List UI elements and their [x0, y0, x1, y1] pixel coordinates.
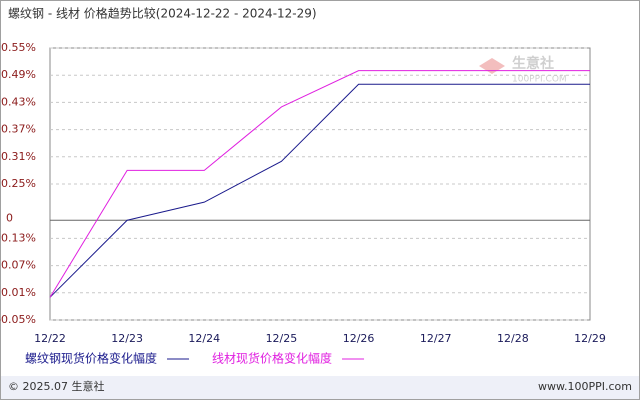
footer-left: © 2025.07 生意社	[8, 379, 104, 393]
x-tick-label: 12/27	[420, 332, 452, 345]
watermark-logo	[479, 58, 505, 74]
y-tick-label: 0.01%	[1, 286, 36, 299]
y-tick-label: -0.05%	[0, 313, 36, 326]
zero-label: 0	[6, 211, 13, 224]
y-tick-label: 0.49%	[1, 68, 36, 81]
legend-label: 线材现货价格变化幅度	[212, 351, 332, 366]
footer-bar	[1, 376, 639, 399]
y-tick-label: 0.37%	[1, 123, 36, 136]
watermark-text: 100PPI.COM	[512, 75, 567, 85]
x-tick-label: 12/22	[34, 332, 66, 345]
x-tick-label: 12/24	[188, 332, 220, 345]
x-tick-label: 12/25	[266, 332, 298, 345]
x-tick-label: 12/28	[497, 332, 529, 345]
y-tick-label: 0.55%	[1, 41, 36, 54]
legend-label: 螺纹钢现货价格变化幅度	[25, 351, 157, 366]
y-tick-label: 0.13%	[1, 231, 36, 244]
x-tick-label: 12/26	[343, 332, 375, 345]
y-tick-label: 0.31%	[1, 150, 36, 163]
watermark: 生意社 100PPI.COM	[479, 55, 567, 85]
series-line	[49, 70, 590, 298]
footer-right: www.100PPI.com	[538, 380, 632, 393]
chart-title: 螺纹钢 - 线材 价格趋势比较(2024-12-22 - 2024-12-29)	[8, 6, 317, 21]
y-tick-label: 0.07%	[1, 259, 36, 272]
watermark-text: 生意社	[512, 55, 554, 72]
y-tick-label: 0.25%	[1, 177, 36, 190]
series-line	[49, 83, 590, 298]
x-tick-label: 12/23	[111, 332, 143, 345]
x-tick-label: 12/29	[574, 332, 606, 345]
y-tick-label: 0.43%	[1, 95, 36, 108]
